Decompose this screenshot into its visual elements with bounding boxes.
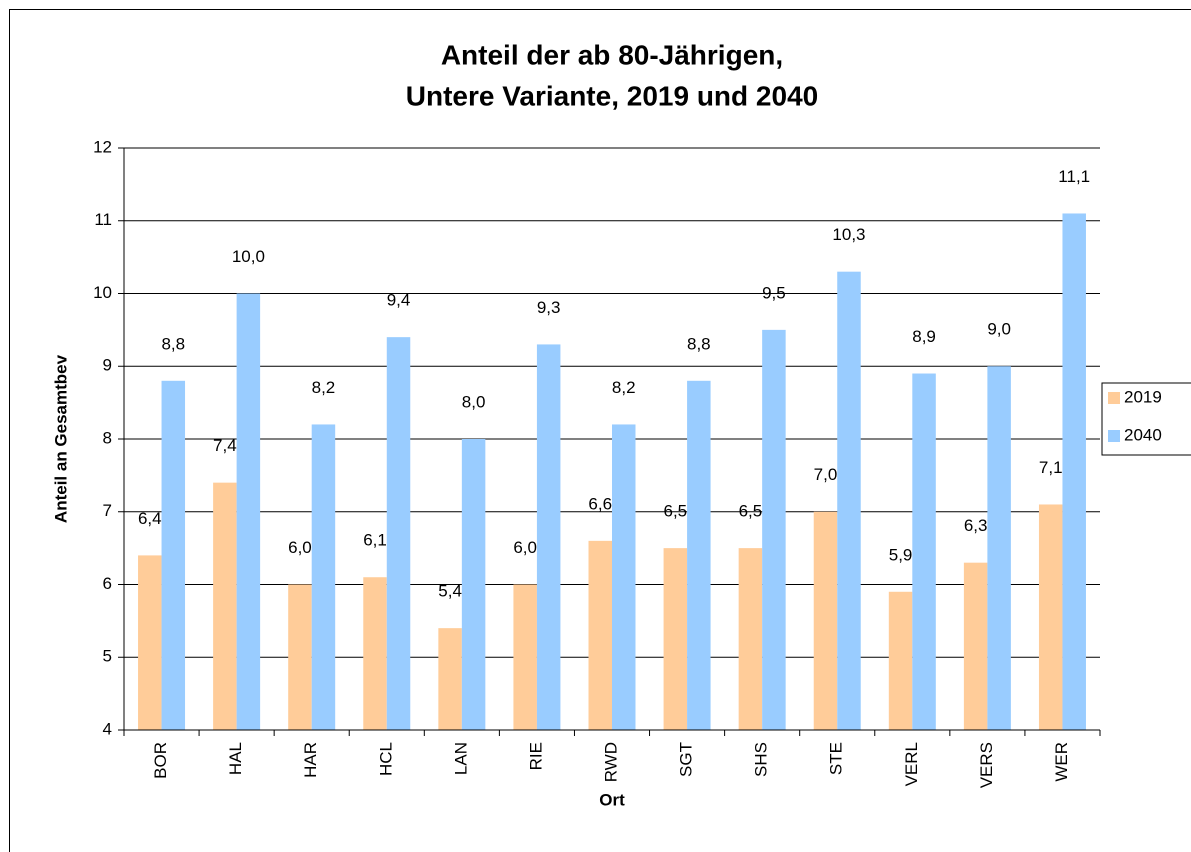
x-tick-label: BOR — [151, 742, 170, 779]
bar — [461, 439, 486, 730]
value-label: 10,3 — [832, 225, 865, 244]
bar — [363, 577, 387, 730]
x-tick-label: VERS — [977, 742, 996, 788]
bar — [513, 584, 537, 730]
bar — [386, 337, 411, 730]
bar — [738, 548, 763, 730]
bar — [888, 591, 913, 730]
x-tick-label: VERL — [902, 742, 921, 786]
value-label: 6,6 — [588, 494, 612, 513]
value-label: 9,3 — [537, 298, 561, 317]
bar — [837, 271, 861, 730]
bar — [762, 329, 786, 730]
bar — [987, 366, 1011, 730]
x-axis-title: Ort — [599, 790, 625, 809]
x-tick-label: HCL — [376, 742, 395, 776]
bar — [236, 293, 261, 730]
value-label: 6,5 — [739, 502, 763, 521]
y-axis-title: Anteil an Gesamtbev — [51, 354, 70, 523]
y-tick-label: 4 — [103, 719, 112, 738]
value-label: 9,5 — [762, 283, 786, 302]
bar — [288, 584, 312, 730]
x-tick-label: LAN — [451, 742, 470, 775]
value-label: 6,1 — [363, 531, 387, 550]
value-label: 6,3 — [964, 516, 988, 535]
value-label: 6,5 — [664, 502, 688, 521]
value-label: 6,0 — [288, 538, 312, 557]
bar — [213, 482, 237, 730]
value-label: 7,1 — [1039, 458, 1063, 477]
value-label: 8,8 — [687, 334, 711, 353]
value-label: 9,4 — [387, 291, 411, 310]
bar — [687, 380, 711, 730]
x-tick-label: HAL — [226, 742, 245, 775]
value-label: 10,0 — [232, 247, 265, 266]
value-label: 9,0 — [987, 320, 1011, 339]
value-label: 7,4 — [213, 436, 237, 455]
x-tick-label: WER — [1052, 742, 1071, 782]
legend-label: 2040 — [1124, 425, 1162, 444]
value-label: 8,2 — [312, 378, 336, 397]
bar — [536, 344, 561, 730]
y-tick-label: 10 — [93, 283, 112, 302]
legend-swatch — [1108, 392, 1120, 404]
value-label: 8,0 — [462, 392, 486, 411]
chart-title: Anteil der ab 80-Jährigen, — [441, 39, 783, 70]
x-tick-label: SHS — [752, 742, 771, 777]
chart-title: Untere Variante, 2019 und 2040 — [406, 80, 818, 111]
bar — [438, 628, 462, 730]
x-tick-label: SGT — [677, 742, 696, 777]
bar — [1038, 504, 1063, 730]
bar — [138, 555, 162, 730]
value-label: 5,4 — [438, 582, 462, 601]
bar — [1062, 213, 1086, 731]
value-label: 8,9 — [912, 327, 936, 346]
value-label: 8,2 — [612, 378, 636, 397]
value-label: 7,0 — [814, 465, 838, 484]
bar — [813, 511, 838, 730]
bar — [663, 548, 688, 730]
y-tick-label: 11 — [94, 210, 112, 229]
x-tick-label: HAR — [301, 742, 320, 778]
bar — [612, 424, 636, 730]
y-tick-label: 9 — [103, 356, 112, 375]
y-tick-label: 6 — [103, 574, 112, 593]
y-tick-label: 5 — [103, 647, 112, 666]
x-tick-label: RIE — [526, 742, 545, 770]
bar — [161, 380, 186, 730]
x-tick-label: RWD — [601, 742, 620, 782]
value-label: 8,8 — [161, 334, 185, 353]
y-tick-label: 7 — [103, 501, 112, 520]
y-tick-label: 12 — [93, 137, 112, 156]
y-tick-label: 8 — [103, 428, 112, 447]
value-label: 11,1 — [1058, 167, 1090, 186]
value-label: 5,9 — [889, 545, 913, 564]
value-label: 6,4 — [138, 509, 162, 528]
x-tick-label: STE — [827, 742, 846, 775]
bar — [963, 562, 988, 730]
legend-swatch — [1108, 430, 1120, 442]
value-label: 6,0 — [513, 538, 537, 557]
bar — [912, 373, 936, 730]
bar — [311, 424, 336, 730]
legend-label: 2019 — [1124, 387, 1162, 406]
bar — [588, 540, 612, 730]
